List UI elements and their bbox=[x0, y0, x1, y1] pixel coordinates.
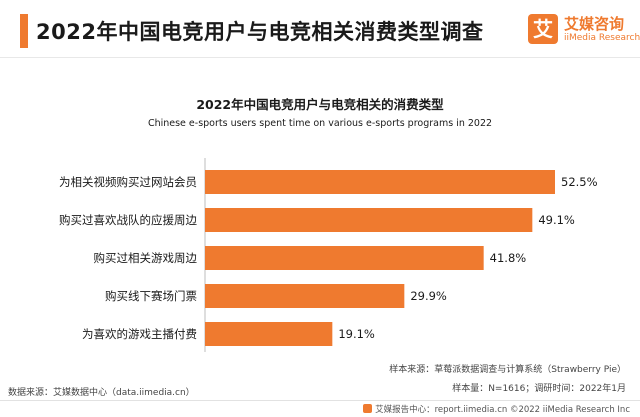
category-label: 购买线下赛场门票 bbox=[105, 289, 197, 303]
logo-icon: 艾 bbox=[528, 14, 558, 44]
category-label: 购买过喜欢战队的应援周边 bbox=[59, 213, 197, 227]
footer-text: 艾媒报告中心：report.iimedia.cn ©2022 iiMedia R… bbox=[363, 403, 630, 415]
value-label: 19.1% bbox=[338, 327, 375, 341]
bar bbox=[205, 246, 484, 270]
brand-logo: 艾 艾媒咨询 iiMedia Research bbox=[528, 10, 640, 50]
bar-chart: 为相关视频购买过网站会员 52.5% 购买过喜欢战队的应援周边 49.1% 购买过相关游… bbox=[59, 158, 598, 352]
bar bbox=[205, 322, 333, 346]
sample-info-note: 样本量：N=1616；调研时间：2022年1月 bbox=[452, 384, 626, 394]
bar bbox=[205, 170, 555, 194]
header-divider bbox=[0, 57, 640, 58]
sample-source-note: 样本来源：草莓派数据调查与计算系统（Strawberry Pie） bbox=[389, 365, 626, 375]
header: 2022年中国电竞用户与电竞相关消费类型调查 bbox=[0, 0, 640, 58]
page-title: 2022年中国电竞用户与电竞相关消费类型调查 bbox=[36, 20, 484, 44]
value-label: 29.9% bbox=[410, 289, 447, 303]
value-label: 52.5% bbox=[561, 175, 598, 189]
bar bbox=[205, 208, 533, 232]
category-label: 购买过相关游戏周边 bbox=[94, 251, 198, 265]
bar bbox=[205, 284, 405, 308]
chart-title: 2022年中国电竞用户与电竞相关的消费类型 bbox=[196, 97, 444, 112]
value-label: 49.1% bbox=[538, 213, 575, 227]
value-label: 41.8% bbox=[490, 251, 527, 265]
footer: 艾媒报告中心：report.iimedia.cn ©2022 iiMedia R… bbox=[0, 400, 640, 417]
logo-name-en: iiMedia Research bbox=[564, 33, 640, 43]
logo-name-cn: 艾媒咨询 bbox=[564, 15, 625, 33]
category-label: 为相关视频购买过网站会员 bbox=[59, 175, 197, 189]
data-source-note: 数据来源：艾媒数据中心（data.iimedia.cn） bbox=[8, 388, 195, 398]
title-accent-bar bbox=[20, 14, 28, 48]
footer-logo-icon bbox=[363, 404, 373, 413]
category-label: 为喜欢的游戏主播付费 bbox=[82, 327, 197, 341]
footer-label: 艾媒报告中心：report.iimedia.cn ©2022 iiMedia R… bbox=[375, 405, 630, 415]
chart-subtitle: Chinese e-sports users spent time on var… bbox=[147, 118, 493, 129]
